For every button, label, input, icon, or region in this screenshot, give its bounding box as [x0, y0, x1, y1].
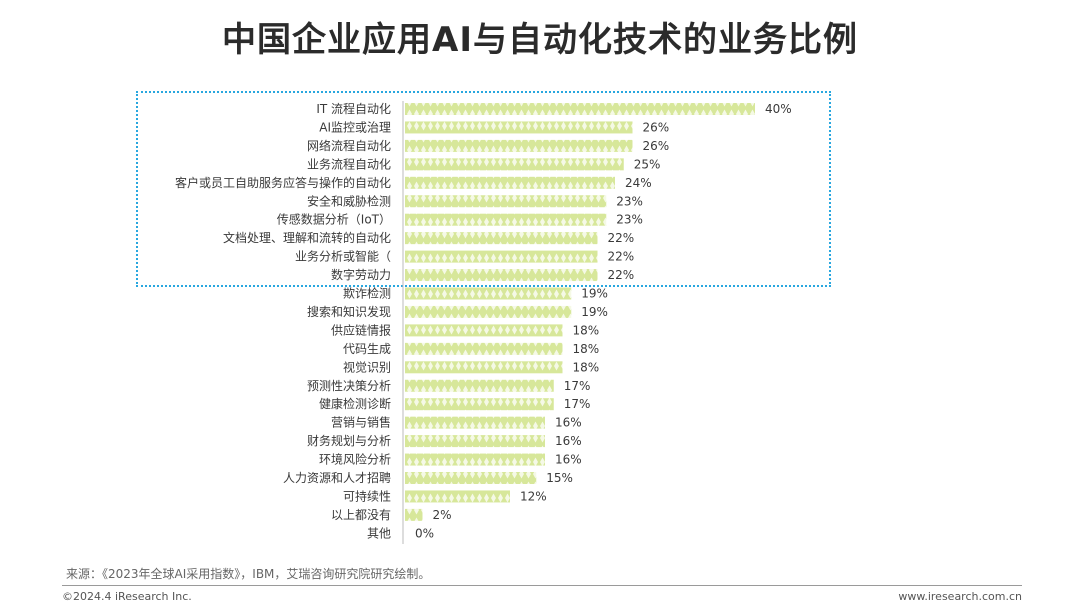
- value-label: 2%: [433, 508, 452, 522]
- category-label: 环境风险分析: [319, 452, 391, 467]
- value-label: 0%: [415, 526, 434, 540]
- value-label: 19%: [581, 305, 608, 319]
- category-label: 营销与销售: [331, 415, 391, 430]
- bar: [405, 305, 572, 318]
- value-label: 15%: [546, 471, 573, 485]
- category-label: 代码生成: [343, 342, 391, 356]
- value-label: 40%: [765, 102, 792, 116]
- bar: [405, 361, 563, 374]
- category-label: 预测性决策分析: [307, 379, 391, 393]
- category-label: 可持续性: [343, 488, 391, 503]
- bar: [405, 287, 572, 300]
- chart-title: 中国企业应用AI与自动化技术的业务比例: [222, 20, 858, 60]
- value-label: 26%: [643, 139, 670, 153]
- copyright: ©2024.4 iResearch Inc.: [62, 590, 192, 603]
- category-label: 文档处理、理解和流转的自动化: [223, 230, 391, 245]
- category-label: 业务流程自动化: [307, 156, 391, 171]
- value-label: 16%: [555, 453, 582, 467]
- bar: [405, 453, 545, 466]
- bar: [405, 435, 545, 448]
- source-note: 来源：《2023年全球AI采用指数》，IBM，艾瑞咨询研究院研究绘制。: [66, 567, 431, 581]
- category-label: 传感数据分析（IoT）: [277, 212, 391, 227]
- bar: [405, 250, 598, 263]
- category-label: 人力资源和人才招聘: [283, 471, 391, 485]
- category-label: 其他: [367, 526, 391, 540]
- category-label: 以上都没有: [331, 507, 391, 522]
- value-label: 26%: [643, 120, 670, 134]
- category-label: AI监控或治理: [319, 120, 391, 134]
- footer-divider: [62, 585, 1022, 586]
- bar: [405, 472, 537, 484]
- bar: [405, 176, 615, 189]
- website: www.iresearch.com.cn: [898, 590, 1022, 603]
- value-label: 23%: [616, 213, 643, 227]
- value-label: 16%: [555, 434, 582, 448]
- category-label: 视觉识别: [343, 359, 391, 374]
- category-label: 客户或员工自助服务应答与操作的自动化: [175, 175, 391, 190]
- value-label: 24%: [625, 176, 652, 190]
- bar: [405, 213, 607, 226]
- category-label: 业务分析或智能（: [295, 249, 391, 264]
- bar: [405, 195, 607, 208]
- value-label: 17%: [564, 397, 591, 411]
- category-label: 供应链情报: [331, 322, 391, 337]
- value-label: 25%: [634, 157, 661, 171]
- bar: [405, 416, 545, 429]
- bar: [405, 269, 598, 282]
- top-ten-highlight-box: [136, 91, 831, 287]
- bar-chart: IT 流程自动化 40% AI监控或治理 26% 网络流程自动化 26% 业务流程自动化 25…: [175, 101, 792, 544]
- category-label: IT 流程自动化: [316, 101, 391, 116]
- value-label: 22%: [608, 250, 635, 264]
- category-label: 健康检测诊断: [319, 396, 391, 411]
- bar: [405, 232, 598, 245]
- category-label: 数字劳动力: [331, 267, 391, 282]
- value-label: 18%: [573, 323, 600, 337]
- value-label: 19%: [581, 287, 608, 301]
- value-label: 22%: [608, 231, 635, 245]
- value-label: 12%: [520, 489, 547, 503]
- bar: [405, 324, 563, 337]
- value-label: 16%: [555, 416, 582, 430]
- category-label: 网络流程自动化: [307, 138, 391, 153]
- bar: [405, 508, 423, 521]
- value-label: 18%: [573, 360, 600, 374]
- category-label: 财务规划与分析: [307, 433, 391, 448]
- value-label: 22%: [608, 268, 635, 282]
- bar: [405, 398, 554, 411]
- bar: [405, 103, 755, 115]
- category-label: 欺诈检测: [343, 286, 391, 301]
- category-label: 安全和威胁检测: [307, 193, 391, 208]
- bar: [405, 158, 624, 171]
- bar: [405, 490, 510, 503]
- bar: [405, 342, 563, 355]
- value-label: 23%: [616, 194, 643, 208]
- value-label: 18%: [573, 342, 600, 356]
- bar: [405, 379, 554, 392]
- value-label: 17%: [564, 379, 591, 393]
- bar: [405, 139, 633, 152]
- category-label: 搜索和知识发现: [307, 304, 391, 319]
- bar: [405, 121, 633, 134]
